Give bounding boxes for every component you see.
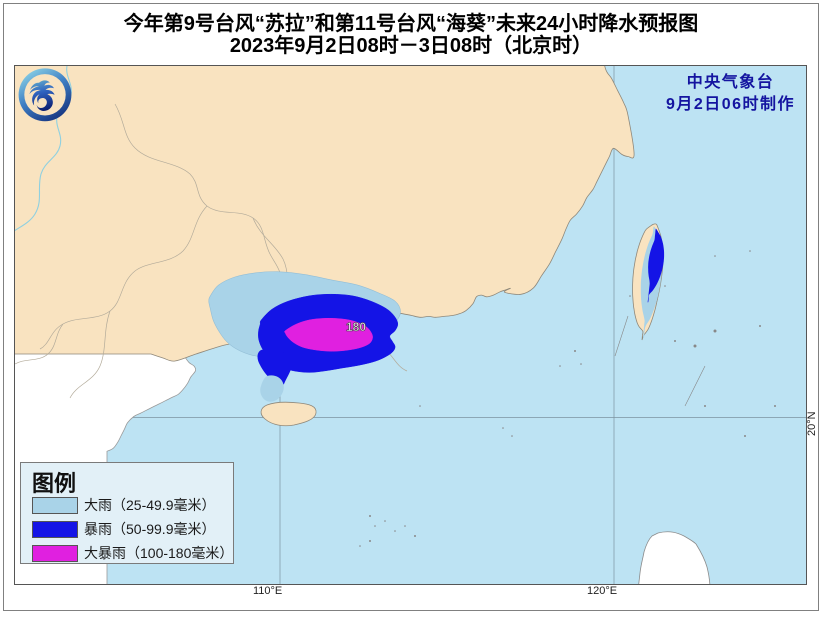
svg-text:180: 180: [346, 320, 366, 334]
